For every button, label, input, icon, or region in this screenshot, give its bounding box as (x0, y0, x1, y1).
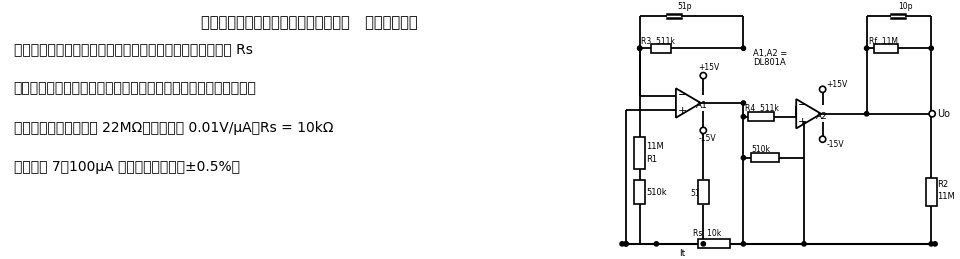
Circle shape (700, 127, 707, 134)
Circle shape (929, 46, 933, 51)
Text: +15V: +15V (699, 63, 720, 72)
Text: 51p: 51p (677, 2, 691, 11)
Text: 高输入阻抗、高共模抑制能力的差动放大器。接入采样电阻 Rs: 高输入阻抗、高共模抑制能力的差动放大器。接入采样电阻 Rs (13, 42, 252, 56)
Text: 510k: 510k (690, 190, 709, 198)
Text: 后，就成为电流电压变换器。用于检测高内阻、无直接接地端的微: 后，就成为电流电压变换器。用于检测高内阻、无直接接地端的微 (13, 82, 256, 96)
Circle shape (654, 242, 659, 246)
Text: −: − (678, 90, 687, 100)
Circle shape (865, 46, 869, 51)
Text: R2: R2 (937, 180, 948, 189)
Text: It: It (679, 249, 685, 258)
Text: +: + (678, 106, 687, 116)
Bar (748, 112, 774, 121)
Text: +15V: +15V (827, 80, 848, 89)
Text: A2: A2 (816, 112, 828, 121)
Text: R1: R1 (647, 155, 658, 164)
Circle shape (741, 156, 746, 160)
Text: Uo: Uo (937, 109, 950, 119)
Text: -15V: -15V (827, 140, 844, 149)
Text: -15V: -15V (699, 134, 716, 143)
Text: DL801A: DL801A (754, 59, 786, 67)
Circle shape (620, 242, 624, 246)
Circle shape (802, 242, 806, 246)
Text: +: + (798, 117, 807, 127)
Circle shape (741, 114, 746, 119)
Bar (652, 44, 671, 53)
Circle shape (820, 86, 826, 92)
Bar (635, 137, 645, 169)
Circle shape (701, 242, 706, 246)
Text: Rs  10k: Rs 10k (692, 229, 721, 238)
Text: 11M: 11M (647, 142, 664, 150)
Text: 510k: 510k (752, 146, 770, 154)
Circle shape (929, 242, 933, 246)
Text: 510k: 510k (647, 188, 667, 197)
Circle shape (637, 46, 642, 51)
Bar (698, 180, 708, 204)
Bar (699, 240, 730, 248)
Text: Rf  11M: Rf 11M (869, 37, 898, 46)
Bar (635, 180, 645, 204)
Text: 弱电流信号。输入阻抗 22MΩ，变换系数 0.01V/μA（Rs = 10kΩ: 弱电流信号。输入阻抗 22MΩ，变换系数 0.01V/μA（Rs = 10kΩ (13, 121, 333, 135)
Circle shape (933, 242, 937, 246)
Text: 11M: 11M (937, 192, 955, 202)
Circle shape (741, 46, 746, 51)
Text: 时）。在 7～100μA 范围内，精度优于±0.5%。: 时）。在 7～100μA 范围内，精度优于±0.5%。 (13, 160, 240, 174)
Text: A1,A2 =: A1,A2 = (754, 49, 787, 58)
Text: R4  511k: R4 511k (745, 104, 780, 113)
Circle shape (820, 136, 826, 142)
Circle shape (624, 242, 628, 246)
Circle shape (741, 242, 746, 246)
Circle shape (929, 111, 935, 117)
Circle shape (865, 112, 869, 116)
Text: −: − (798, 100, 807, 111)
Circle shape (700, 73, 707, 79)
Bar (875, 44, 898, 53)
Text: 10p: 10p (898, 2, 912, 11)
Circle shape (741, 101, 746, 105)
Text: R3  511k: R3 511k (640, 37, 675, 46)
Circle shape (624, 242, 628, 246)
Text: 抗共模电压能力强的电流－电压转换器   此电路是一种: 抗共模电压能力强的电流－电压转换器 此电路是一种 (201, 15, 418, 30)
Circle shape (637, 46, 642, 51)
Bar (925, 178, 937, 206)
Bar (752, 153, 779, 162)
Text: A1: A1 (696, 102, 708, 110)
